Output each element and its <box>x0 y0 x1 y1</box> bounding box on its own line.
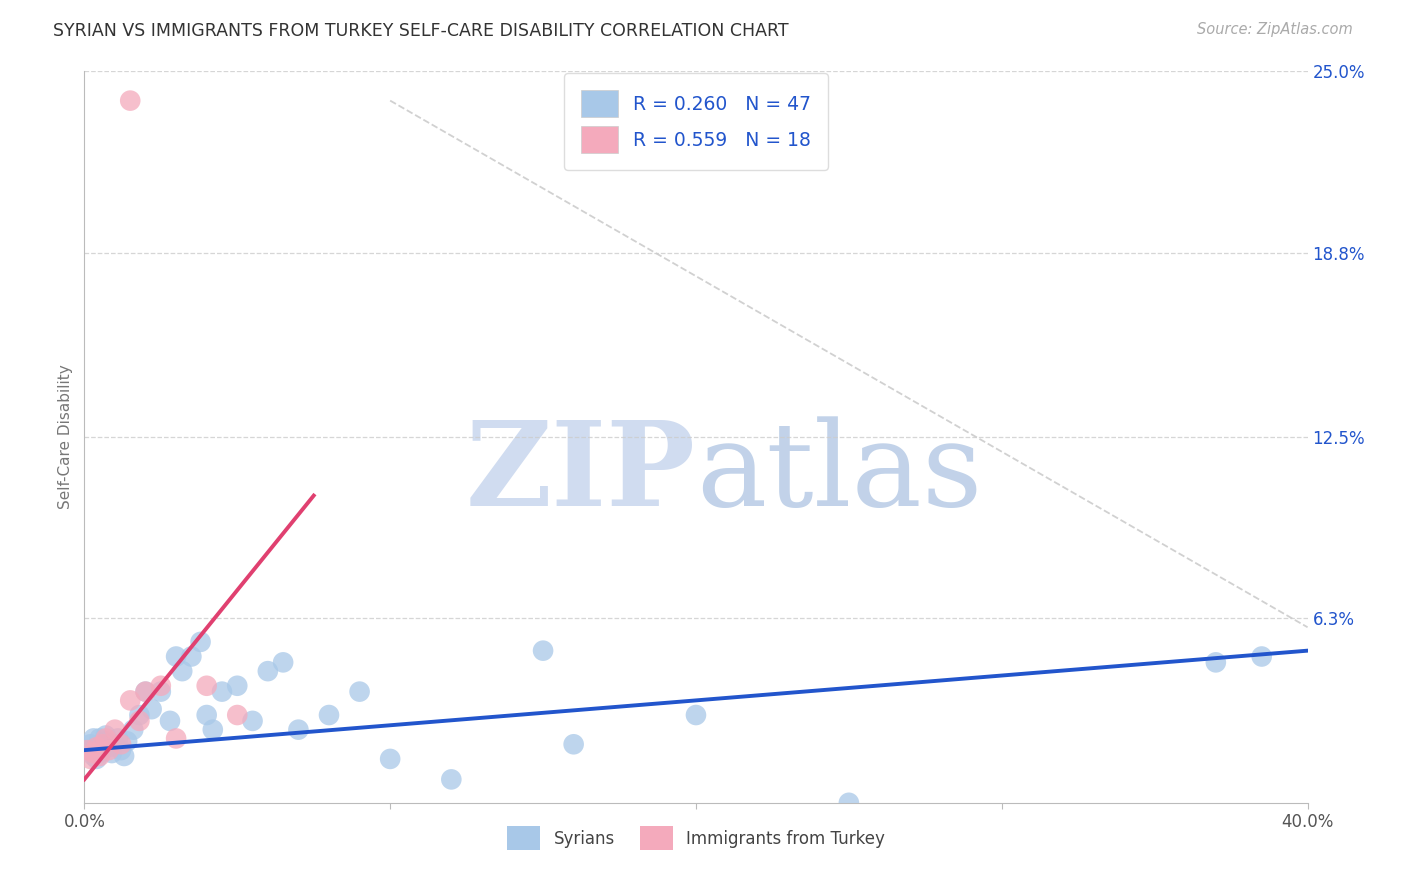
Point <box>242 714 264 728</box>
Y-axis label: Self-Care Disability: Self-Care Disability <box>58 365 73 509</box>
Point <box>107 731 129 746</box>
Point <box>128 714 150 728</box>
Point <box>115 734 138 748</box>
Point <box>97 740 120 755</box>
Point <box>165 649 187 664</box>
Point <box>349 684 371 698</box>
Point <box>380 752 402 766</box>
Point <box>190 635 212 649</box>
Text: ZIP: ZIP <box>465 417 696 531</box>
Text: SYRIAN VS IMMIGRANTS FROM TURKEY SELF-CARE DISABILITY CORRELATION CHART: SYRIAN VS IMMIGRANTS FROM TURKEY SELF-CA… <box>53 22 789 40</box>
Point <box>83 731 105 746</box>
Point <box>201 723 224 737</box>
Point <box>86 752 108 766</box>
Point <box>135 684 157 698</box>
Point <box>838 796 860 810</box>
Point <box>89 746 111 760</box>
Point <box>531 643 554 657</box>
Text: Source: ZipAtlas.com: Source: ZipAtlas.com <box>1197 22 1353 37</box>
Point <box>110 743 132 757</box>
Point <box>112 749 135 764</box>
Point <box>86 740 108 755</box>
Point <box>135 684 157 698</box>
Point <box>195 679 218 693</box>
Point <box>83 749 105 764</box>
Point <box>104 737 127 751</box>
Point <box>226 708 249 723</box>
Point <box>440 772 463 787</box>
Point <box>94 729 117 743</box>
Point <box>122 723 145 737</box>
Point <box>79 737 101 751</box>
Point <box>83 746 105 760</box>
Point <box>287 723 309 737</box>
Point <box>120 94 142 108</box>
Point <box>79 752 101 766</box>
Point <box>149 679 172 693</box>
Point <box>94 731 117 746</box>
Point <box>172 664 194 678</box>
Point <box>97 743 120 757</box>
Point <box>104 723 127 737</box>
Point <box>86 740 108 755</box>
Point <box>1205 656 1227 670</box>
Point <box>91 737 114 751</box>
Point <box>141 702 163 716</box>
Point <box>562 737 585 751</box>
Point <box>89 731 111 746</box>
Point <box>91 743 114 757</box>
Point <box>149 684 172 698</box>
Point <box>1250 649 1272 664</box>
Point <box>94 734 117 748</box>
Point <box>195 708 218 723</box>
Point <box>159 714 181 728</box>
Point <box>685 708 707 723</box>
Point <box>91 737 114 751</box>
Legend: Syrians, Immigrants from Turkey: Syrians, Immigrants from Turkey <box>501 820 891 856</box>
Point <box>257 664 280 678</box>
Point <box>110 737 132 751</box>
Point <box>76 743 98 757</box>
Text: atlas: atlas <box>696 417 983 531</box>
Point <box>101 746 124 760</box>
Point <box>271 656 294 670</box>
Point <box>226 679 249 693</box>
Point <box>165 731 187 746</box>
Point <box>180 649 202 664</box>
Point <box>76 743 98 757</box>
Point <box>318 708 340 723</box>
Point <box>211 684 233 698</box>
Point <box>128 708 150 723</box>
Point <box>120 693 142 707</box>
Point <box>89 749 111 764</box>
